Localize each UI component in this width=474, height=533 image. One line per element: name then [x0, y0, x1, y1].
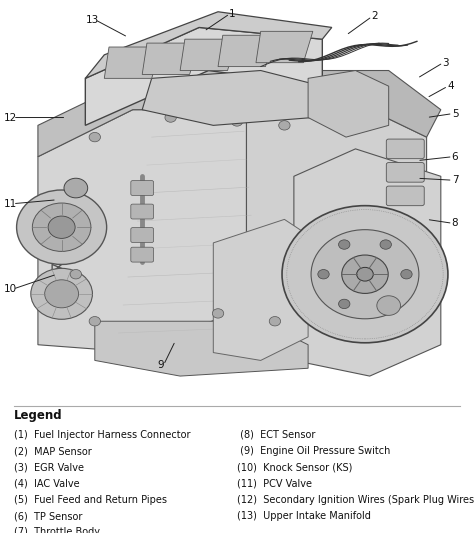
- Polygon shape: [256, 31, 313, 63]
- Circle shape: [89, 132, 100, 142]
- Polygon shape: [104, 47, 161, 78]
- Polygon shape: [246, 70, 441, 137]
- Circle shape: [342, 255, 388, 294]
- Text: (6)  TP Sensor: (6) TP Sensor: [14, 511, 82, 521]
- Text: 11: 11: [4, 199, 17, 209]
- Circle shape: [212, 309, 224, 318]
- FancyBboxPatch shape: [386, 163, 424, 182]
- Text: (9)  Engine Oil Pressure Switch: (9) Engine Oil Pressure Switch: [237, 446, 391, 456]
- Text: Legend: Legend: [14, 409, 63, 422]
- Circle shape: [356, 268, 374, 281]
- Polygon shape: [180, 39, 237, 70]
- Circle shape: [401, 270, 412, 279]
- Circle shape: [32, 203, 91, 252]
- Circle shape: [282, 206, 448, 343]
- Polygon shape: [142, 70, 322, 125]
- FancyBboxPatch shape: [131, 247, 154, 262]
- Circle shape: [338, 240, 350, 249]
- Polygon shape: [213, 220, 308, 360]
- Circle shape: [269, 317, 281, 326]
- Text: 3: 3: [442, 58, 449, 68]
- Polygon shape: [85, 12, 332, 78]
- Polygon shape: [246, 110, 427, 360]
- Text: (7)  Throttle Body: (7) Throttle Body: [14, 527, 100, 533]
- Text: 13: 13: [86, 14, 99, 25]
- Circle shape: [70, 270, 82, 279]
- FancyBboxPatch shape: [131, 228, 154, 243]
- Text: 2: 2: [371, 11, 378, 21]
- Circle shape: [17, 190, 107, 264]
- Text: (13)  Upper Intake Manifold: (13) Upper Intake Manifold: [237, 511, 371, 521]
- Text: 1: 1: [229, 9, 236, 19]
- FancyBboxPatch shape: [131, 204, 154, 219]
- Circle shape: [377, 296, 401, 316]
- Polygon shape: [294, 149, 441, 376]
- Polygon shape: [95, 321, 308, 376]
- Polygon shape: [38, 70, 265, 157]
- Text: (1)  Fuel Injector Harness Connector: (1) Fuel Injector Harness Connector: [14, 430, 191, 440]
- Text: 5: 5: [452, 109, 458, 119]
- Text: (4)  IAC Valve: (4) IAC Valve: [14, 479, 80, 489]
- Text: (11)  PCV Valve: (11) PCV Valve: [237, 479, 312, 489]
- FancyBboxPatch shape: [386, 186, 424, 206]
- Text: 4: 4: [447, 81, 454, 91]
- Polygon shape: [142, 43, 199, 75]
- Circle shape: [231, 117, 243, 126]
- Text: 12: 12: [4, 112, 17, 123]
- Circle shape: [48, 216, 75, 238]
- Text: (3)  EGR Valve: (3) EGR Valve: [14, 462, 84, 472]
- FancyBboxPatch shape: [386, 139, 424, 159]
- Polygon shape: [218, 35, 275, 67]
- Text: 10: 10: [4, 284, 17, 294]
- FancyBboxPatch shape: [131, 181, 154, 196]
- Circle shape: [165, 113, 176, 122]
- Text: (8)  ECT Sensor: (8) ECT Sensor: [237, 430, 315, 440]
- Circle shape: [64, 178, 88, 198]
- Text: (12)  Secondary Ignition Wires (Spark Plug Wires): (12) Secondary Ignition Wires (Spark Plu…: [237, 495, 474, 505]
- Text: 9: 9: [158, 360, 164, 370]
- Circle shape: [318, 270, 329, 279]
- Circle shape: [311, 230, 419, 319]
- Circle shape: [45, 280, 79, 308]
- Text: (2)  MAP Sensor: (2) MAP Sensor: [14, 446, 92, 456]
- Circle shape: [279, 120, 290, 130]
- Circle shape: [338, 299, 350, 309]
- Circle shape: [89, 317, 100, 326]
- Text: 7: 7: [452, 175, 458, 185]
- Polygon shape: [308, 70, 389, 137]
- Circle shape: [380, 299, 392, 309]
- Circle shape: [380, 240, 392, 249]
- Text: 6: 6: [452, 152, 458, 161]
- Text: (10)  Knock Sensor (KS): (10) Knock Sensor (KS): [237, 462, 352, 472]
- Text: 8: 8: [452, 219, 458, 228]
- Polygon shape: [0, 0, 474, 392]
- Polygon shape: [38, 110, 246, 353]
- Text: (5)  Fuel Feed and Return Pipes: (5) Fuel Feed and Return Pipes: [14, 495, 167, 505]
- Circle shape: [31, 268, 92, 319]
- Polygon shape: [85, 27, 322, 125]
